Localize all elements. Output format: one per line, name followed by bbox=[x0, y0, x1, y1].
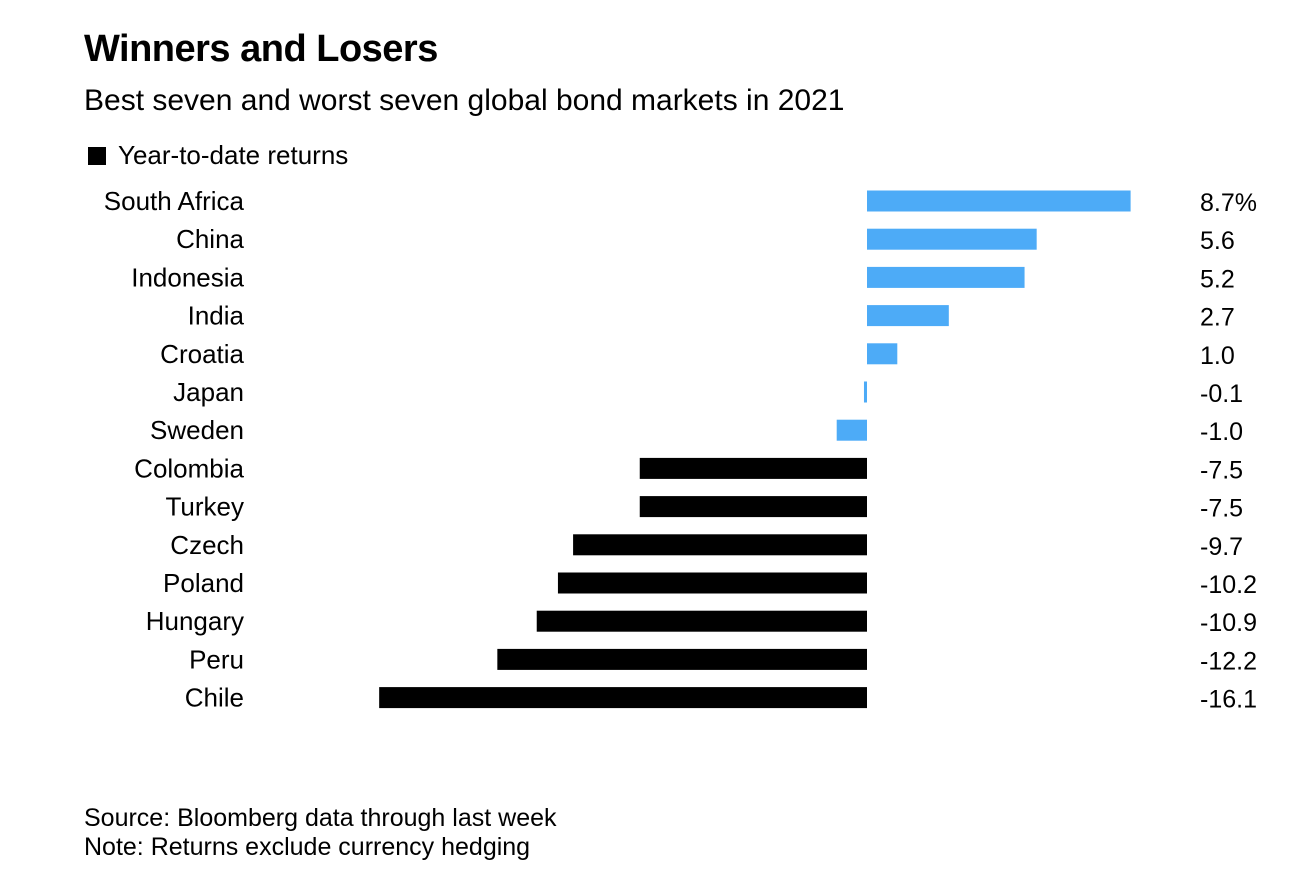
bar bbox=[867, 305, 949, 327]
category-label: Chile bbox=[185, 683, 244, 713]
bar bbox=[639, 496, 867, 518]
bar bbox=[836, 419, 867, 441]
category-label: Indonesia bbox=[131, 262, 244, 292]
source-note: Source: Bloomberg data through last week bbox=[84, 804, 557, 832]
category-label: Turkey bbox=[166, 492, 245, 522]
value-label: -12.2 bbox=[1200, 647, 1257, 675]
chart-subtitle: Best seven and worst seven global bond m… bbox=[84, 84, 845, 117]
bar bbox=[639, 457, 867, 479]
value-label: -9.7 bbox=[1200, 533, 1243, 561]
category-label: Croatia bbox=[160, 339, 244, 369]
bar bbox=[557, 572, 867, 594]
bar bbox=[573, 534, 867, 556]
value-label: 5.6 bbox=[1200, 227, 1235, 255]
value-label: -0.1 bbox=[1200, 380, 1243, 408]
bar bbox=[536, 610, 867, 632]
legend-label: Year-to-date returns bbox=[118, 140, 349, 170]
value-label: 8.7% bbox=[1200, 189, 1257, 217]
category-label: Colombia bbox=[134, 453, 244, 483]
bar bbox=[867, 190, 1131, 212]
value-label: 5.2 bbox=[1200, 265, 1235, 293]
category-label: Poland bbox=[163, 568, 244, 598]
chart-title: Winners and Losers bbox=[84, 28, 438, 70]
value-label: -7.5 bbox=[1200, 495, 1243, 523]
bar bbox=[497, 648, 867, 670]
value-label: -10.9 bbox=[1200, 609, 1257, 637]
legend: Year-to-date returns bbox=[88, 140, 348, 171]
category-label: China bbox=[176, 224, 244, 254]
category-label: India bbox=[188, 301, 245, 331]
footnote: Note: Returns exclude currency hedging bbox=[84, 833, 531, 861]
legend-swatch bbox=[88, 146, 106, 165]
bar bbox=[863, 381, 867, 403]
chart-footer: Source: Bloomberg data through last week… bbox=[84, 804, 557, 862]
category-label: South Africa bbox=[104, 186, 245, 216]
value-label: -1.0 bbox=[1200, 418, 1243, 446]
value-label: -16.1 bbox=[1200, 686, 1257, 714]
bar bbox=[867, 266, 1025, 288]
category-label: Hungary bbox=[146, 606, 244, 636]
category-label: Czech bbox=[170, 530, 244, 560]
bar bbox=[867, 343, 898, 365]
bar bbox=[867, 228, 1037, 250]
value-label: -10.2 bbox=[1200, 571, 1257, 599]
category-label: Japan bbox=[173, 377, 244, 407]
value-label: 2.7 bbox=[1200, 304, 1235, 332]
category-label: Peru bbox=[189, 644, 244, 674]
category-label: Sweden bbox=[150, 415, 244, 445]
value-label: 1.0 bbox=[1200, 342, 1235, 370]
bar bbox=[379, 687, 867, 709]
value-label: -7.5 bbox=[1200, 456, 1243, 484]
